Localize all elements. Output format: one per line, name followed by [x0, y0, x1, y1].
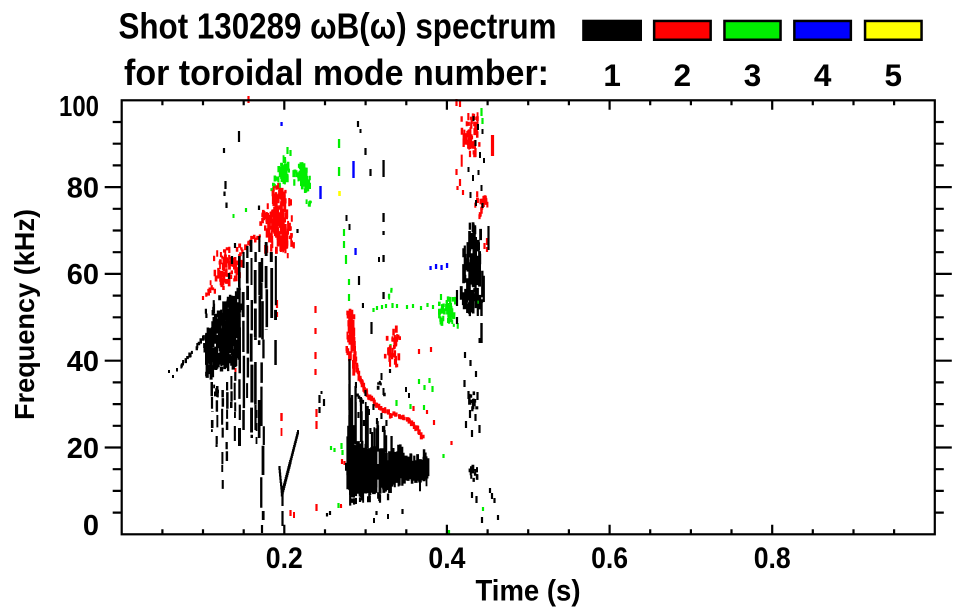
- svg-text:0.8: 0.8: [754, 542, 791, 575]
- svg-text:0.6: 0.6: [591, 542, 628, 575]
- svg-text:0: 0: [83, 510, 99, 542]
- svg-text:5: 5: [885, 57, 903, 93]
- svg-text:2: 2: [674, 57, 692, 93]
- svg-text:Time (s): Time (s): [476, 575, 581, 608]
- svg-text:60: 60: [67, 259, 99, 291]
- svg-text:3: 3: [744, 57, 762, 93]
- svg-text:100: 100: [59, 91, 99, 123]
- svg-text:4: 4: [814, 57, 832, 93]
- svg-text:1: 1: [603, 57, 621, 93]
- svg-text:0.4: 0.4: [428, 542, 465, 575]
- svg-text:Frequency (kHz): Frequency (kHz): [9, 209, 40, 420]
- svg-text:0.2: 0.2: [266, 542, 303, 575]
- svg-text:40: 40: [67, 346, 99, 378]
- svg-text:80: 80: [67, 172, 99, 204]
- svg-text:Shot 130289 ωB(ω) spectrum: Shot 130289 ωB(ω) spectrum: [119, 6, 557, 47]
- svg-text:20: 20: [67, 433, 99, 465]
- svg-text:for toroidal mode number:: for toroidal mode number:: [124, 52, 549, 93]
